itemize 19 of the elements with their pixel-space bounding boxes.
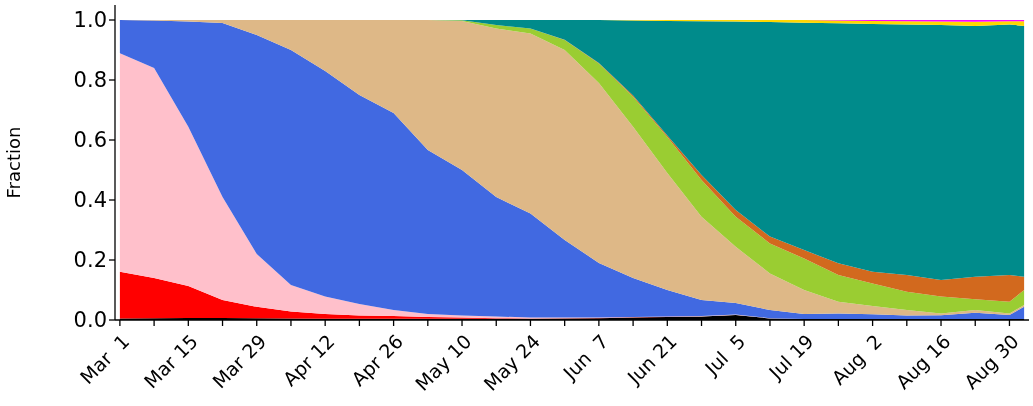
y-axis-title: Fraction — [3, 126, 25, 199]
y-tick-label: 0.4 — [73, 188, 107, 213]
x-tick-label: Jul 19 — [763, 330, 818, 384]
x-tick-label: Jul 5 — [699, 330, 750, 380]
x-tick-label: Aug 16 — [891, 330, 955, 394]
x-tick-label: Mar 1 — [75, 330, 134, 389]
y-tick-label: 0.8 — [73, 68, 107, 93]
x-tick-label: Jun 7 — [558, 330, 613, 385]
x-tick-label: Jun 21 — [622, 330, 681, 389]
y-tick-label: 1.0 — [73, 8, 107, 33]
x-tick-label: Mar 15 — [139, 330, 202, 393]
y-tick-label: 0.0 — [73, 308, 107, 333]
y-tick-label: 0.2 — [73, 248, 107, 273]
y-tick-label: 0.6 — [73, 128, 107, 153]
x-tick-label: Apr 26 — [347, 330, 408, 391]
x-tick-label: Aug 2 — [827, 330, 887, 389]
x-tick-label: Aug 30 — [959, 330, 1024, 394]
x-tick-label: Apr 12 — [278, 330, 339, 391]
x-tick-label: Mar 29 — [208, 330, 271, 393]
